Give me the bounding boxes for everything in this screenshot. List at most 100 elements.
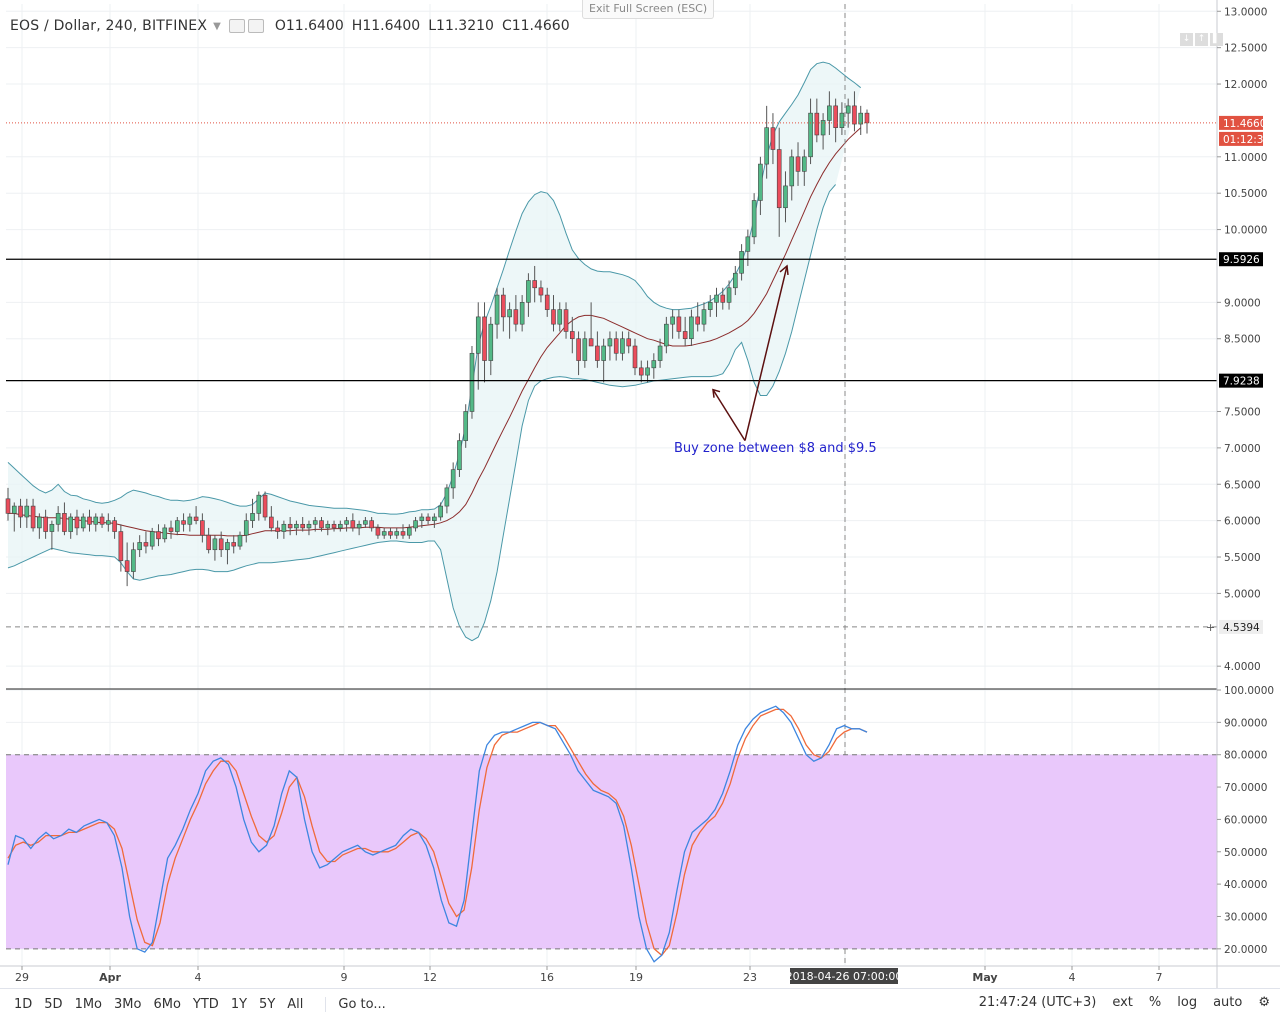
range-button-ytd[interactable]: YTD <box>192 996 219 1012</box>
candle-body <box>845 105 851 114</box>
support-tag-bg <box>1219 373 1263 388</box>
candle <box>206 527 211 554</box>
candle <box>149 527 155 550</box>
pane-down-icon[interactable]: ↓ <box>1180 33 1193 46</box>
visibility-icon[interactable] <box>228 19 245 33</box>
range-buttons: 1D 5D 1Mo 3Mo 6Mo YTD 1Y 5Y All <box>8 997 309 1012</box>
settings-icon[interactable] <box>247 19 264 33</box>
candle-body <box>475 316 481 354</box>
log-toggle[interactable]: log <box>1177 995 1198 1010</box>
pane-collapse-icon[interactable]: ▌ <box>1210 33 1223 46</box>
candle-body <box>695 316 701 325</box>
candle-body <box>168 527 174 532</box>
arrow-line-left <box>712 389 746 441</box>
candle-body <box>74 516 80 529</box>
candle-body <box>30 505 36 529</box>
candle-body <box>5 498 11 514</box>
candle <box>338 520 343 532</box>
ext-toggle[interactable]: ext <box>1112 995 1133 1010</box>
range-button-5y[interactable]: 5Y <box>259 996 276 1012</box>
candle <box>243 513 249 543</box>
candle <box>312 517 318 532</box>
candle-body <box>137 542 142 551</box>
candle <box>5 487 11 521</box>
gear-icon[interactable]: ⚙ <box>1258 995 1270 1010</box>
candle <box>68 513 73 539</box>
candle <box>507 302 512 339</box>
candle-body <box>463 411 469 441</box>
candle <box>820 113 826 150</box>
candle <box>720 287 726 310</box>
goto-button[interactable]: Go to... <box>325 996 386 1012</box>
candle-body <box>701 309 707 325</box>
candle <box>770 113 776 165</box>
clock-label[interactable]: 21:47:24 (UTC+3) <box>978 995 1097 1010</box>
time-tick-label: 7 <box>1156 971 1163 984</box>
candle <box>281 520 287 539</box>
candle-body <box>11 505 17 514</box>
resistance-tag-text: 9.5926 <box>1223 254 1260 266</box>
exit-fullscreen-button[interactable]: Exit Full Screen (ESC) <box>582 0 715 19</box>
candle <box>758 156 763 216</box>
candle-body <box>858 112 864 125</box>
arrow-line-right <box>744 265 788 441</box>
range-button-3mo[interactable]: 3Mo <box>114 996 142 1012</box>
percent-toggle[interactable]: % <box>1148 995 1162 1010</box>
candle-body <box>770 127 776 150</box>
range-button-1y[interactable]: 1Y <box>230 996 248 1012</box>
candle <box>49 520 55 550</box>
candle <box>181 513 186 532</box>
candle-body <box>187 516 193 525</box>
pane-up-icon[interactable]: ↑ <box>1195 33 1208 46</box>
time-tick-label: May <box>972 971 997 984</box>
candle <box>814 98 820 143</box>
candle <box>250 498 255 528</box>
candle <box>582 331 588 368</box>
candle <box>733 265 738 296</box>
candle <box>187 513 193 532</box>
candle-body <box>450 469 456 489</box>
candle-body <box>714 294 719 303</box>
range-button-6mo[interactable]: 6Mo <box>153 996 181 1012</box>
support-tag: 7.9238 <box>1219 373 1263 388</box>
candle <box>444 484 450 514</box>
candle <box>218 531 224 558</box>
price-tick-label: 10.0000 <box>1224 225 1267 237</box>
candle <box>532 265 537 303</box>
symbol-chevron-down-icon[interactable]: ▼ <box>213 20 221 32</box>
range-button-all[interactable]: All <box>287 996 304 1012</box>
candle <box>745 229 751 266</box>
candle-body <box>776 149 782 209</box>
time-tick-label: 4 <box>195 971 202 984</box>
time-tick-label: 9 <box>341 971 348 984</box>
stoch-band-fill <box>6 754 1217 949</box>
candle-body <box>306 523 312 529</box>
high-label: H <box>351 18 363 34</box>
symbol-title[interactable]: EOS / Dollar, 240, BITFINEX <box>10 18 208 34</box>
candle-body <box>494 294 500 325</box>
candle-body <box>193 516 199 521</box>
last-price-tag-text: 11.4660 <box>1223 118 1266 130</box>
candle <box>381 527 387 539</box>
range-button-1d[interactable]: 1D <box>14 996 33 1012</box>
osc-tick-label: 40.0000 <box>1224 879 1267 891</box>
candle-body <box>106 520 111 525</box>
candle <box>607 331 613 361</box>
candle <box>588 302 594 347</box>
time-tick-label: 19 <box>629 971 643 984</box>
time-tick-label: 4 <box>1069 971 1076 984</box>
candle <box>356 520 362 536</box>
candle <box>118 524 124 572</box>
candle-body <box>469 352 475 412</box>
candle <box>801 149 807 186</box>
candle-body <box>80 516 86 529</box>
range-button-5d[interactable]: 5D <box>44 996 63 1012</box>
price-tick-label: 10.5000 <box>1224 188 1267 200</box>
candle <box>645 360 650 383</box>
range-button-1mo[interactable]: 1Mo <box>74 996 103 1012</box>
auto-toggle[interactable]: auto <box>1213 995 1243 1010</box>
countdown-tag-bg <box>1219 131 1263 146</box>
candle <box>438 502 443 521</box>
candle-body <box>801 156 807 172</box>
